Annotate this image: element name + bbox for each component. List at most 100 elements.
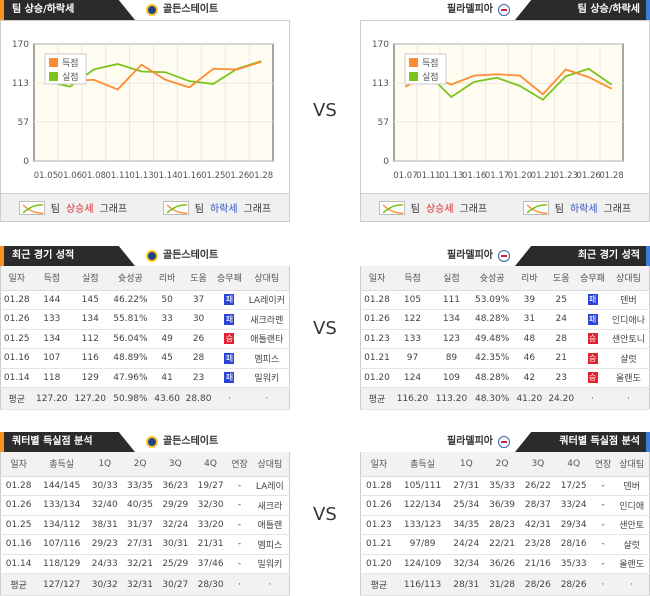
column-header: 상대팀 <box>250 452 290 477</box>
table-cell: 패 <box>214 290 245 310</box>
table-cell: 21/31 <box>192 534 229 555</box>
graph-toggle-up[interactable]: 팀 상승세 그래프 <box>378 200 487 215</box>
data-point <box>473 81 475 83</box>
table-cell: 01.28 <box>360 290 393 310</box>
table-cell: 28/23 <box>484 515 520 535</box>
column-header: 1Q <box>448 452 485 477</box>
table-cell: 116 <box>71 348 110 369</box>
average-cell: · <box>577 387 608 410</box>
y-tick-label: 0 <box>383 157 389 167</box>
x-tick-label: 01.13 <box>129 171 153 181</box>
result-badge: 승 <box>224 333 235 345</box>
table-cell: 28 <box>182 348 215 369</box>
table-cell: 53.09% <box>470 290 514 310</box>
table-cell: 23 <box>545 368 578 388</box>
table-cell: 39 <box>513 290 546 310</box>
data-point <box>611 84 613 86</box>
average-cell: 28/31 <box>448 573 485 596</box>
result-badge: 패 <box>224 352 235 364</box>
graph-toggle-up[interactable]: 팀 상승세 그래프 <box>18 200 127 215</box>
average-cell: 31/28 <box>484 573 520 596</box>
table-cell: 144/145 <box>36 476 88 496</box>
table-cell: 32/21 <box>122 554 158 574</box>
data-point <box>519 85 521 87</box>
table-row: 01.21 97 89 42.35% 46 21 승 샬럿 <box>360 348 650 369</box>
table-cell: 133 <box>32 309 72 330</box>
table-cell: 50 <box>151 290 183 310</box>
legend-label: 실점 <box>422 71 439 83</box>
trend-graph-icon <box>522 200 549 215</box>
section-header: 쿼터별 득실점 분석 필라델피아 <box>360 432 650 452</box>
table-cell: 밀워키 <box>250 554 290 574</box>
graph-toggle-down[interactable]: 팀 하락세 그래프 <box>162 200 271 215</box>
column-header: 슛성공 <box>470 266 514 291</box>
x-tick-label: 01.05 <box>34 171 58 181</box>
legend-prefix: 팀 <box>554 204 564 215</box>
data-point <box>164 71 166 73</box>
x-tick-label: 01.11 <box>416 171 440 181</box>
trend-chart: 0 57 113 170 01.07 01.11 01.13 01.16 01.17 01.20 0… <box>360 20 650 222</box>
table-cell: 112 <box>71 329 110 349</box>
column-header: 리바 <box>151 266 183 291</box>
table-cell: 47.96% <box>109 368 152 388</box>
table-cell: 111 <box>431 290 471 310</box>
trend-graph-icon <box>162 200 189 215</box>
section-header: 쿼터별 득실점 분석 골든스테이트 <box>0 432 290 452</box>
table-cell: 멤피스 <box>244 348 290 369</box>
average-cell: · <box>591 573 615 596</box>
data-point <box>588 76 590 78</box>
x-tick-label: 01.16 <box>462 171 486 181</box>
table-row: 01.26 133/134 32/40 40/35 29/29 32/30- 새크라 <box>0 495 290 516</box>
table-cell: 01.21 <box>360 534 397 555</box>
table-cell: 48.28% <box>470 368 514 388</box>
x-tick-label: 01.25 <box>201 171 225 181</box>
table-cell: 33/20 <box>192 515 229 535</box>
table-cell: 107 <box>32 348 72 369</box>
table-cell: - <box>591 515 615 535</box>
graph-toggle-down[interactable]: 팀 하락세 그래프 <box>522 200 631 215</box>
average-cell: 30/27 <box>157 573 193 596</box>
table-cell: 144 <box>32 290 72 310</box>
table-cell: 올랜도 <box>614 554 650 574</box>
table-row: 01.16 107 116 48.89% 45 28 패 멤피스 <box>0 348 290 369</box>
average-cell: 116.20 <box>392 387 432 410</box>
legend-down: 하락세 <box>209 204 238 215</box>
y-tick-label: 113 <box>12 79 29 89</box>
average-cell: 43.60 <box>151 387 183 410</box>
column-header: 총득실 <box>396 452 449 477</box>
data-point <box>542 93 544 95</box>
data-point <box>69 86 71 88</box>
column-header: 도움 <box>545 266 578 291</box>
x-tick-label: 01.08 <box>82 171 106 181</box>
table-cell: 24/24 <box>448 534 485 555</box>
table-cell: 133/123 <box>396 515 449 535</box>
table-row: 01.14 118/129 24/33 32/21 25/29 37/46- 밀워키 <box>0 554 290 574</box>
x-tick-label: 01.23 <box>554 171 578 181</box>
column-header: 일자 <box>0 452 37 477</box>
average-cell: 116/113 <box>396 573 449 596</box>
table-cell: 29/23 <box>87 534 123 555</box>
result-badge: 패 <box>587 313 598 325</box>
table-cell: 34/35 <box>448 515 485 535</box>
column-header: 총득실 <box>36 452 88 477</box>
legend-swatch <box>49 72 58 81</box>
table-header-row: 일자 총득실 1Q 2Q 3Q 4Q 연장 상대팀 <box>360 452 650 477</box>
table-cell: 122 <box>392 309 432 330</box>
team-logo-icon <box>498 4 510 16</box>
average-cell: 32/31 <box>122 573 158 596</box>
average-cell: · <box>250 573 290 596</box>
table-cell: 패 <box>214 368 245 388</box>
trend-graph-icon <box>378 200 405 215</box>
table-cell: 45 <box>151 348 183 369</box>
column-header: 4Q <box>192 452 229 477</box>
table-cell: 134/112 <box>36 515 88 535</box>
team-label: 필라델피아 <box>447 4 493 15</box>
table-cell: 25/34 <box>448 495 485 516</box>
table-row: 01.25 134/112 38/31 31/37 32/24 33/20- 애틀랜 <box>0 515 290 535</box>
table-row: 01.16 107/116 29/23 27/31 30/31 21/31- 멤피스 <box>0 534 290 555</box>
quarter-table: 일자 총득실 1Q 2Q 3Q 4Q 연장 상대팀 01.28 105/111 27/31 35/33… <box>360 452 650 596</box>
data-point <box>473 75 475 77</box>
table-cell: 01.14 <box>0 554 37 574</box>
